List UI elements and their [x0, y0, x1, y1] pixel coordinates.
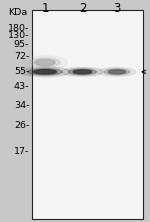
Text: 55-: 55- — [14, 67, 29, 76]
Ellipse shape — [104, 69, 130, 75]
Ellipse shape — [35, 59, 55, 66]
Text: 95-: 95- — [14, 40, 29, 49]
Text: 72-: 72- — [14, 52, 29, 61]
Text: 180-: 180- — [8, 24, 29, 33]
Ellipse shape — [33, 70, 57, 74]
Ellipse shape — [28, 69, 62, 75]
Text: 130-: 130- — [8, 32, 29, 40]
Ellipse shape — [19, 67, 71, 77]
Ellipse shape — [68, 69, 97, 75]
Text: 26-: 26- — [14, 121, 29, 130]
Text: 43-: 43- — [14, 82, 29, 91]
Ellipse shape — [73, 70, 92, 74]
Ellipse shape — [30, 58, 60, 67]
Ellipse shape — [62, 67, 103, 76]
Text: 34-: 34- — [14, 101, 29, 110]
Text: KDa: KDa — [8, 8, 27, 17]
Text: 3: 3 — [113, 2, 121, 15]
Ellipse shape — [23, 56, 67, 69]
Ellipse shape — [108, 70, 126, 74]
Text: 2: 2 — [79, 2, 86, 15]
Ellipse shape — [98, 67, 136, 76]
Bar — [32, 10, 143, 219]
Text: 17-: 17- — [14, 147, 29, 156]
Text: 1: 1 — [41, 2, 49, 15]
